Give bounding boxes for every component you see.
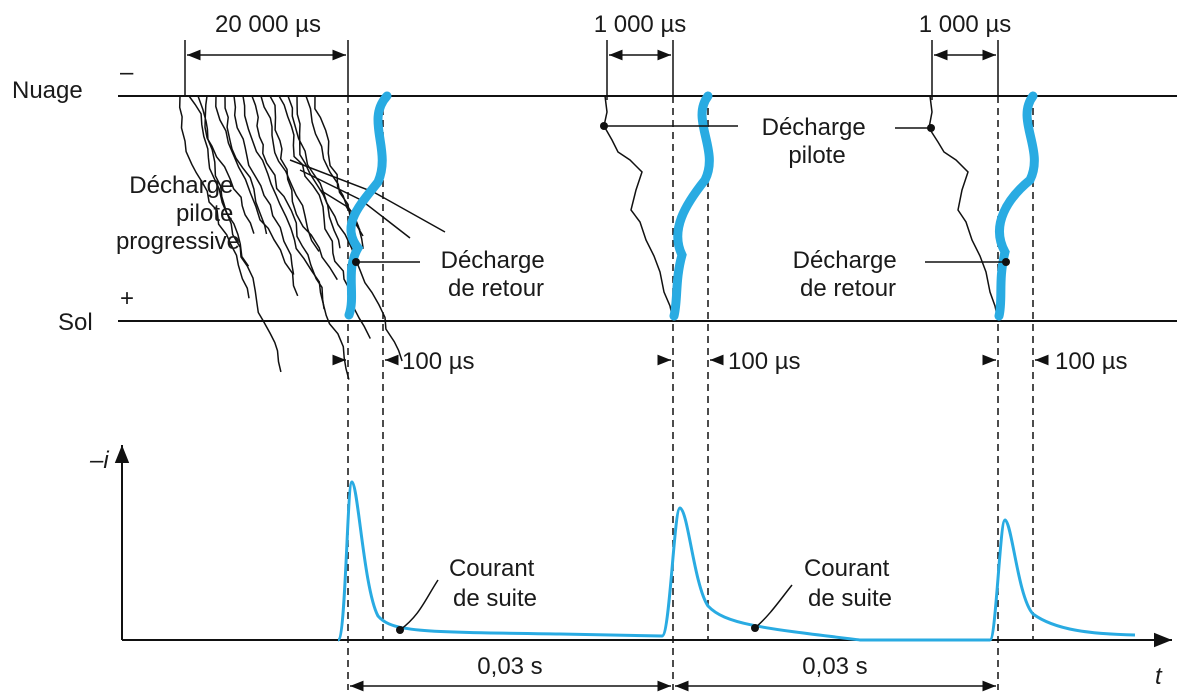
dashed-guides bbox=[347, 96, 1034, 690]
y-axis-label: –i bbox=[89, 447, 109, 474]
return-width-label: 100 µs bbox=[728, 348, 801, 375]
ground-sign: + bbox=[120, 285, 134, 312]
dart-leader-label: Décharge pilote bbox=[762, 114, 873, 169]
leader-branch bbox=[178, 95, 250, 299]
stepped-leader-label: Décharge pilote progressive bbox=[116, 172, 240, 255]
return-stroke-label: Décharge de retour bbox=[441, 247, 552, 302]
return-stroke-label: Décharge de retour bbox=[793, 247, 904, 302]
dart-leader bbox=[603, 95, 674, 321]
continuing-current-label: Courant de suite bbox=[449, 555, 541, 612]
spacing-label: 0,03 s bbox=[477, 653, 542, 680]
leader-branch bbox=[204, 95, 255, 234]
return-stroke bbox=[994, 91, 1039, 321]
continuing-current-label: Courant de suite bbox=[804, 555, 896, 612]
leader-branch bbox=[260, 95, 320, 252]
return-width-label: 100 µs bbox=[402, 348, 475, 375]
leader-branch bbox=[269, 95, 338, 281]
ground-label: Sol bbox=[58, 309, 93, 336]
leader-branch bbox=[251, 95, 325, 310]
leader-branch bbox=[287, 95, 403, 362]
x-axis-label: t bbox=[1155, 663, 1163, 690]
cloud-sign: – bbox=[120, 59, 134, 86]
leader-branch bbox=[233, 95, 295, 275]
leader-branch bbox=[188, 95, 250, 267]
interval-label: 20 000 µs bbox=[215, 11, 321, 38]
dart-leader bbox=[928, 95, 999, 321]
cloud-label: Nuage bbox=[12, 77, 83, 104]
leader-branch bbox=[242, 95, 350, 380]
leader-intervals bbox=[184, 40, 999, 100]
leader-branch bbox=[224, 95, 268, 235]
current-callouts bbox=[396, 579, 793, 634]
leader-branch bbox=[296, 95, 341, 249]
return-stroke bbox=[344, 91, 392, 320]
leader-branch bbox=[314, 95, 364, 249]
interval-label: 1 000 µs bbox=[919, 11, 1012, 38]
current-curve bbox=[336, 480, 1136, 642]
interval-label: 1 000 µs bbox=[594, 11, 687, 38]
return-stroke bbox=[669, 91, 714, 321]
callout-lines bbox=[352, 122, 1010, 266]
leader-branch bbox=[215, 95, 299, 297]
spacing-label: 0,03 s bbox=[802, 653, 867, 680]
return-width-label: 100 µs bbox=[1055, 348, 1128, 375]
